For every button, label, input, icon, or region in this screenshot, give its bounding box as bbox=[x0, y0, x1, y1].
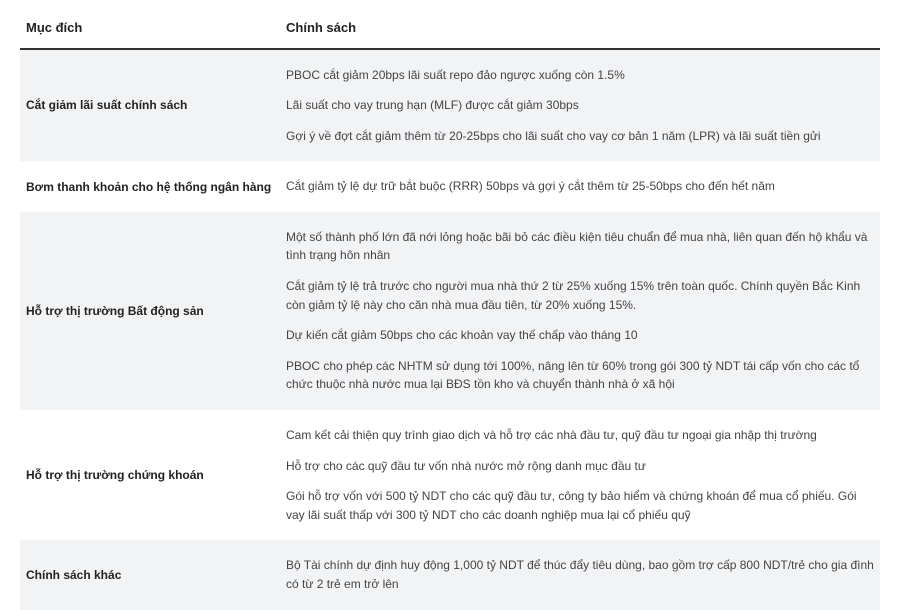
table-header-row: Mục đích Chính sách bbox=[20, 12, 880, 49]
policy-list: Cắt giảm tỷ lệ dự trữ bắt buộc (RRR) 50b… bbox=[286, 171, 874, 202]
policy-item: Cam kết cải thiện quy trình giao dịch và… bbox=[286, 420, 874, 451]
purpose-cell: Hỗ trợ thị trường Bất động sản bbox=[20, 212, 280, 410]
policy-cell: Bộ Tài chính dự định huy động 1,000 tỷ N… bbox=[280, 540, 880, 609]
purpose-cell: Hỗ trợ thị trường chứng khoán bbox=[20, 410, 280, 540]
policy-list: Một số thành phố lớn đã nới lỏng hoặc bã… bbox=[286, 222, 874, 400]
policy-cell: PBOC cắt giảm 20bps lãi suất repo đảo ng… bbox=[280, 49, 880, 162]
purpose-cell: Cắt giảm lãi suất chính sách bbox=[20, 49, 280, 162]
column-header-policy: Chính sách bbox=[280, 12, 880, 49]
policy-item: PBOC cắt giảm 20bps lãi suất repo đảo ng… bbox=[286, 60, 874, 91]
policy-item: Một số thành phố lớn đã nới lỏng hoặc bã… bbox=[286, 222, 874, 271]
purpose-cell: Chính sách khác bbox=[20, 540, 280, 609]
policy-cell: Cam kết cải thiện quy trình giao dịch và… bbox=[280, 410, 880, 540]
policy-list: PBOC cắt giảm 20bps lãi suất repo đảo ng… bbox=[286, 60, 874, 152]
table-row: Hỗ trợ thị trường chứng khoánCam kết cải… bbox=[20, 410, 880, 540]
policy-item: Dự kiến cắt giảm 50bps cho các khoản vay… bbox=[286, 320, 874, 351]
policy-cell: Một số thành phố lớn đã nới lỏng hoặc bã… bbox=[280, 212, 880, 410]
purpose-cell: Bơm thanh khoản cho hệ thống ngân hàng bbox=[20, 161, 280, 212]
policy-item: Cắt giảm tỷ lệ trả trước cho người mua n… bbox=[286, 271, 874, 320]
policy-item: Bộ Tài chính dự định huy động 1,000 tỷ N… bbox=[286, 550, 874, 599]
policy-item: Gợi ý về đợt cắt giảm thêm từ 20-25bps c… bbox=[286, 121, 874, 152]
policy-table: Mục đích Chính sách Cắt giảm lãi suất ch… bbox=[20, 12, 880, 610]
policy-item: Gói hỗ trợ vốn với 500 tỷ NDT cho các qu… bbox=[286, 481, 874, 530]
policy-cell: Cắt giảm tỷ lệ dự trữ bắt buộc (RRR) 50b… bbox=[280, 161, 880, 212]
policy-item: PBOC cho phép các NHTM sử dụng tới 100%,… bbox=[286, 351, 874, 400]
table-row: Cắt giảm lãi suất chính sáchPBOC cắt giả… bbox=[20, 49, 880, 162]
column-header-purpose: Mục đích bbox=[20, 12, 280, 49]
table-row: Hỗ trợ thị trường Bất động sảnMột số thà… bbox=[20, 212, 880, 410]
table-row: Chính sách khácBộ Tài chính dự định huy … bbox=[20, 540, 880, 609]
policy-list: Bộ Tài chính dự định huy động 1,000 tỷ N… bbox=[286, 550, 874, 599]
policy-item: Hỗ trợ cho các quỹ đầu tư vốn nhà nước m… bbox=[286, 451, 874, 482]
policy-item: Lãi suất cho vay trung hạn (MLF) được cắ… bbox=[286, 90, 874, 121]
table-body: Cắt giảm lãi suất chính sáchPBOC cắt giả… bbox=[20, 49, 880, 610]
policy-list: Cam kết cải thiện quy trình giao dịch và… bbox=[286, 420, 874, 530]
table-row: Bơm thanh khoản cho hệ thống ngân hàngCắ… bbox=[20, 161, 880, 212]
policy-item: Cắt giảm tỷ lệ dự trữ bắt buộc (RRR) 50b… bbox=[286, 171, 874, 202]
